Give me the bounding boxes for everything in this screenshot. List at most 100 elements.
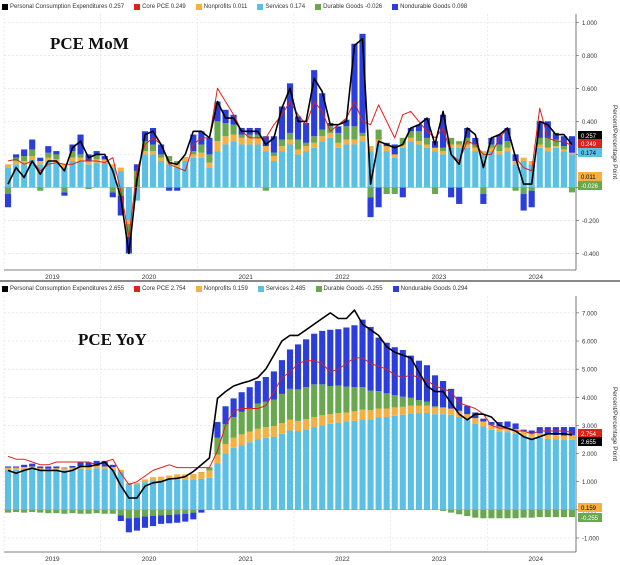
yoy-bar-services xyxy=(182,479,189,510)
mom-bar-nondurable-goods xyxy=(303,123,310,143)
yoy-bar-nonprofits xyxy=(109,467,116,470)
mom-bar-nonprofits xyxy=(21,160,28,165)
mom-bar-nondurable-goods xyxy=(423,118,431,138)
mom-bar-durable-goods xyxy=(359,132,366,137)
mom-bar-durable-goods xyxy=(568,187,576,193)
yoy-bar-durable-goods xyxy=(109,509,116,514)
mom-bar-durable-goods xyxy=(294,139,302,150)
yoy-bar-durable-goods xyxy=(21,509,28,513)
yoy-bar-nondurable-goods xyxy=(415,360,422,401)
yoy-bar-services xyxy=(53,470,60,510)
yoy-bar-services xyxy=(391,415,398,510)
mom-bar-nondurable-goods xyxy=(262,136,269,147)
mom-bar-durable-goods xyxy=(552,139,559,147)
mom-bar-services xyxy=(29,159,36,188)
yoy-x-tick-label: 2019 xyxy=(45,556,60,563)
mom-bar-durable-goods xyxy=(109,187,116,193)
yoy-y-tick-label: 4.000 xyxy=(582,396,598,402)
mom-bar-nondurable-goods xyxy=(37,157,44,161)
yoy-bar-durable-goods xyxy=(544,509,551,518)
mom-bar-nonprofits xyxy=(335,142,342,148)
yoy-bar-durable-goods xyxy=(568,509,576,518)
mom-bar-nonprofits xyxy=(238,137,245,145)
yoy-bar-nondurable-goods xyxy=(480,418,487,422)
yoy-bar-services xyxy=(61,470,68,510)
mom-bar-nondurable-goods xyxy=(230,114,237,125)
yoy-bar-durable-goods xyxy=(480,509,487,519)
mom-bar-services xyxy=(166,164,173,188)
yoy-bar-durable-goods xyxy=(520,509,527,518)
mom-bar-services xyxy=(311,147,318,188)
yoy-bar-nondurable-goods xyxy=(61,467,68,469)
mom-bar-nondurable-goods xyxy=(528,190,535,208)
yoy-bar-services xyxy=(93,468,100,510)
yoy-bar-durable-goods xyxy=(536,509,543,518)
mom-bar-services xyxy=(464,147,471,188)
yoy-bar-nonprofits xyxy=(85,467,92,470)
yoy-bar-nondurable-goods xyxy=(13,466,20,468)
yoy-bar-nonprofits xyxy=(552,434,559,440)
yoy-bar-nonprofits xyxy=(440,407,447,415)
mom-bar-services xyxy=(53,162,60,188)
yoy-bar-services xyxy=(520,436,527,510)
mom-legend-swatch xyxy=(134,4,141,10)
yoy-bar-nonprofits xyxy=(21,467,28,470)
mom-y-tick-label: 0.400 xyxy=(582,120,598,126)
yoy-bar-nonprofits xyxy=(319,415,326,426)
mom-bar-services xyxy=(174,167,181,188)
mom-bar-durable-goods xyxy=(327,126,334,133)
mom-bar-services xyxy=(278,151,286,188)
yoy-bar-nonprofits xyxy=(149,477,157,481)
yoy-bar-nondurable-goods xyxy=(93,460,100,466)
yoy-bar-durable-goods xyxy=(190,509,197,513)
mom-bar-nonprofits xyxy=(149,151,157,155)
mom-bar-services xyxy=(238,144,245,188)
mom-bar-nondurable-goods xyxy=(351,43,358,127)
yoy-bar-durable-goods xyxy=(262,401,269,428)
yoy-legend-item: Services 2.485 xyxy=(257,284,306,294)
mom-bar-services xyxy=(399,147,406,188)
yoy-bar-services xyxy=(303,429,310,510)
mom-bar-nondurable-goods xyxy=(504,127,511,142)
mom-bar-nonprofits xyxy=(552,146,559,148)
yoy-last-value-box xyxy=(578,429,602,438)
mom-bar-durable-goods xyxy=(536,137,543,145)
mom-bar-durable-goods xyxy=(375,129,382,140)
yoy-bar-nonprofits xyxy=(472,418,479,424)
mom-bar-nondurable-goods xyxy=(166,187,173,191)
yoy-bar-nonprofits xyxy=(61,468,68,471)
yoy-last-value-label: 0.159 xyxy=(581,506,597,512)
mom-bar-services xyxy=(158,160,165,188)
yoy-bar-durable-goods xyxy=(528,509,535,518)
mom-bar-services xyxy=(133,187,140,201)
mom-chart-panel: Personal Consumption Expenditures 0.257 C… xyxy=(0,0,620,280)
mom-chart-title: PCE MoM xyxy=(50,34,129,53)
mom-bar-nonprofits xyxy=(383,146,390,152)
yoy-bar-services xyxy=(552,439,559,510)
mom-bar-nonprofits xyxy=(319,136,326,142)
yoy-bar-services xyxy=(262,437,269,510)
yoy-bar-nondurable-goods xyxy=(270,371,277,400)
mom-bar-nondurable-goods xyxy=(53,151,60,155)
yoy-bar-durable-goods xyxy=(464,509,471,516)
yoy-bar-nondurable-goods xyxy=(303,339,310,388)
yoy-bar-services xyxy=(13,469,20,510)
yoy-bar-services xyxy=(278,433,286,510)
mom-bar-durable-goods xyxy=(351,126,358,140)
yoy-bar-durable-goods xyxy=(77,509,84,514)
mom-bar-nonprofits xyxy=(391,154,398,158)
yoy-legend-label: Nonprofits 0.159 xyxy=(203,286,248,292)
mom-bar-nonprofits xyxy=(77,157,84,161)
mom-bar-nondurable-goods xyxy=(552,132,559,140)
yoy-bar-nonprofits xyxy=(464,414,471,420)
yoy-bar-nonprofits xyxy=(431,407,439,415)
yoy-bar-durable-goods xyxy=(311,384,318,417)
mom-bar-services xyxy=(415,144,422,188)
yoy-y-tick-label: 3.000 xyxy=(582,424,598,430)
yoy-bar-durable-goods xyxy=(552,509,559,518)
mom-legend-item: Nonprofits 0.011 xyxy=(195,2,247,12)
mom-bar-durable-goods xyxy=(311,136,318,143)
yoy-bar-nondurable-goods xyxy=(149,515,157,527)
mom-bar-services xyxy=(552,147,559,188)
mom-bar-services xyxy=(117,170,124,188)
